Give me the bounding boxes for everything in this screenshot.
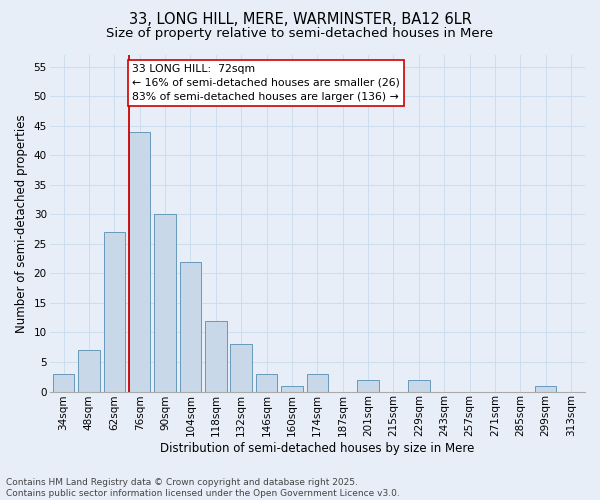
Bar — [179, 262, 201, 392]
Bar — [78, 350, 100, 392]
X-axis label: Distribution of semi-detached houses by size in Mere: Distribution of semi-detached houses by … — [160, 442, 475, 455]
Text: 33 LONG HILL:  72sqm
← 16% of semi-detached houses are smaller (26)
83% of semi-: 33 LONG HILL: 72sqm ← 16% of semi-detach… — [132, 64, 400, 102]
Bar — [408, 380, 430, 392]
Y-axis label: Number of semi-detached properties: Number of semi-detached properties — [15, 114, 28, 332]
Bar — [281, 386, 303, 392]
Text: Contains HM Land Registry data © Crown copyright and database right 2025.
Contai: Contains HM Land Registry data © Crown c… — [6, 478, 400, 498]
Bar — [154, 214, 176, 392]
Text: Size of property relative to semi-detached houses in Mere: Size of property relative to semi-detach… — [106, 28, 494, 40]
Bar — [230, 344, 252, 392]
Text: 33, LONG HILL, MERE, WARMINSTER, BA12 6LR: 33, LONG HILL, MERE, WARMINSTER, BA12 6L… — [128, 12, 472, 28]
Bar — [129, 132, 151, 392]
Bar — [53, 374, 74, 392]
Bar — [535, 386, 556, 392]
Bar — [307, 374, 328, 392]
Bar — [357, 380, 379, 392]
Bar — [104, 232, 125, 392]
Bar — [256, 374, 277, 392]
Bar — [205, 320, 227, 392]
